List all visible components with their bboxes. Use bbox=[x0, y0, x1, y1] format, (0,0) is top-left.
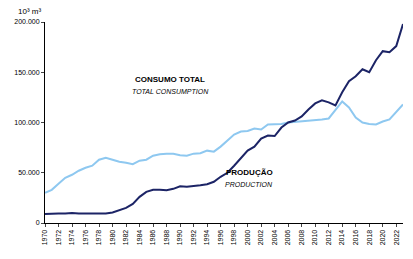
svg-text:1996: 1996 bbox=[217, 230, 224, 246]
svg-text:2018: 2018 bbox=[366, 230, 373, 246]
svg-text:1990: 1990 bbox=[176, 230, 183, 246]
svg-text:2004: 2004 bbox=[271, 230, 278, 246]
svg-text:1980: 1980 bbox=[109, 230, 116, 246]
svg-text:2014: 2014 bbox=[338, 230, 345, 246]
svg-text:PRODUÇÃO: PRODUÇÃO bbox=[226, 168, 273, 177]
svg-text:2008: 2008 bbox=[298, 230, 305, 246]
svg-text:1986: 1986 bbox=[149, 230, 156, 246]
svg-text:1972: 1972 bbox=[55, 230, 62, 246]
svg-text:2006: 2006 bbox=[284, 230, 291, 246]
svg-text:2022: 2022 bbox=[393, 230, 400, 246]
svg-text:1978: 1978 bbox=[95, 230, 102, 246]
svg-text:200.000: 200.000 bbox=[14, 18, 39, 25]
svg-text:2016: 2016 bbox=[352, 230, 359, 246]
svg-text:2002: 2002 bbox=[257, 230, 264, 246]
svg-text:PRODUCTION: PRODUCTION bbox=[225, 181, 273, 188]
svg-text:CONSUMO TOTAL: CONSUMO TOTAL bbox=[135, 75, 205, 84]
svg-text:2020: 2020 bbox=[379, 230, 386, 246]
svg-text:1998: 1998 bbox=[230, 230, 237, 246]
svg-text:1988: 1988 bbox=[163, 230, 170, 246]
svg-text:1970: 1970 bbox=[41, 230, 48, 246]
svg-text:1976: 1976 bbox=[82, 230, 89, 246]
svg-text:150.000: 150.000 bbox=[14, 69, 39, 76]
svg-text:100.000: 100.000 bbox=[14, 119, 39, 126]
svg-text:2000: 2000 bbox=[244, 230, 251, 246]
svg-text:50.000: 50.000 bbox=[18, 169, 40, 176]
svg-text:10³ m³: 10³ m³ bbox=[18, 7, 41, 16]
svg-text:1982: 1982 bbox=[122, 230, 129, 246]
svg-text:2010: 2010 bbox=[311, 230, 318, 246]
svg-text:1984: 1984 bbox=[136, 230, 143, 246]
svg-text:TOTAL CONSUMPTION: TOTAL CONSUMPTION bbox=[132, 88, 209, 95]
svg-text:2012: 2012 bbox=[325, 230, 332, 246]
svg-text:1974: 1974 bbox=[68, 230, 75, 246]
svg-text:0: 0 bbox=[36, 219, 40, 226]
svg-text:1992: 1992 bbox=[190, 230, 197, 246]
svg-text:1994: 1994 bbox=[203, 230, 210, 246]
